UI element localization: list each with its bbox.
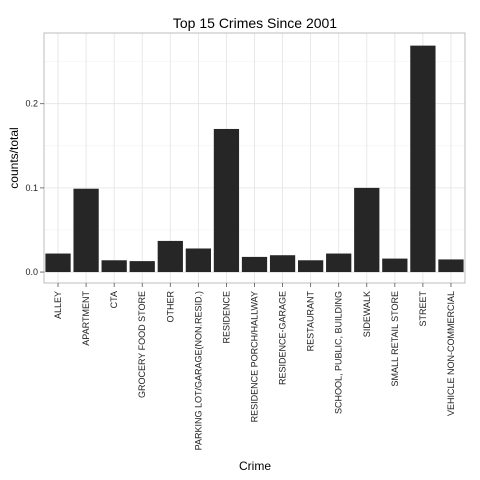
x-tick-label: SMALL RETAIL STORE bbox=[390, 291, 400, 387]
x-tick-label: RESIDENCE bbox=[221, 291, 231, 344]
bar-restaurant bbox=[298, 260, 324, 273]
bar-residence-porch-hallway bbox=[241, 256, 268, 273]
x-tick-label: RESIDENCE-GARAGE bbox=[278, 291, 288, 385]
x-axis-title: Crime bbox=[239, 459, 271, 473]
y-tick-label: 0.1 bbox=[25, 183, 38, 193]
x-tick-label: OTHER bbox=[165, 290, 175, 322]
bar-parking-lot-garage-non-resid bbox=[185, 248, 211, 273]
bar-residence-garage bbox=[269, 255, 296, 273]
chart-title: Top 15 Crimes Since 2001 bbox=[173, 15, 337, 31]
bar-grocery-food-store bbox=[129, 261, 155, 273]
y-axis-title: counts/total bbox=[7, 127, 21, 188]
x-tick-label: RESTAURANT bbox=[306, 291, 316, 352]
bar-other bbox=[157, 240, 183, 273]
x-tick-label: APARTMENT bbox=[81, 291, 91, 346]
bar-residence bbox=[213, 128, 240, 273]
bar-sidewalk bbox=[354, 187, 380, 273]
x-tick-label: VEHICLE NON-COMMERCIAL bbox=[446, 291, 456, 416]
bar-vehicle-non-commercial bbox=[438, 259, 464, 273]
bar-apartment bbox=[73, 188, 99, 273]
y-tick-label: 0.2 bbox=[25, 99, 38, 109]
bars bbox=[45, 45, 464, 273]
x-tick-label: RESIDENCE PORCH/HALLWAY bbox=[250, 291, 260, 422]
y-axis: 0.0 0.1 0.2 bbox=[25, 99, 44, 277]
x-tick-label: PARKING LOT/GARAGE(NON.RESID.) bbox=[193, 291, 203, 450]
bar-street bbox=[410, 45, 436, 273]
x-tick-label: ALLEY bbox=[53, 291, 63, 319]
bar-alley bbox=[45, 253, 71, 273]
bar-school-public-building bbox=[326, 253, 352, 273]
x-tick-label: GROCERY FOOD STORE bbox=[137, 291, 147, 398]
bar-cta bbox=[101, 260, 127, 273]
x-tick-label: STREET bbox=[418, 291, 428, 327]
x-tick-label: CTA bbox=[109, 291, 119, 308]
x-tick-label: SIDEWALK bbox=[362, 291, 372, 337]
x-tick-label: SCHOOL, PUBLIC, BUILDING bbox=[334, 291, 344, 414]
bar-small-retail-store bbox=[382, 258, 408, 273]
y-tick-label: 0.0 bbox=[25, 267, 38, 277]
x-axis: ALLEY APARTMENT CTA GROCERY FOOD STORE OTHER… bbox=[53, 283, 456, 450]
